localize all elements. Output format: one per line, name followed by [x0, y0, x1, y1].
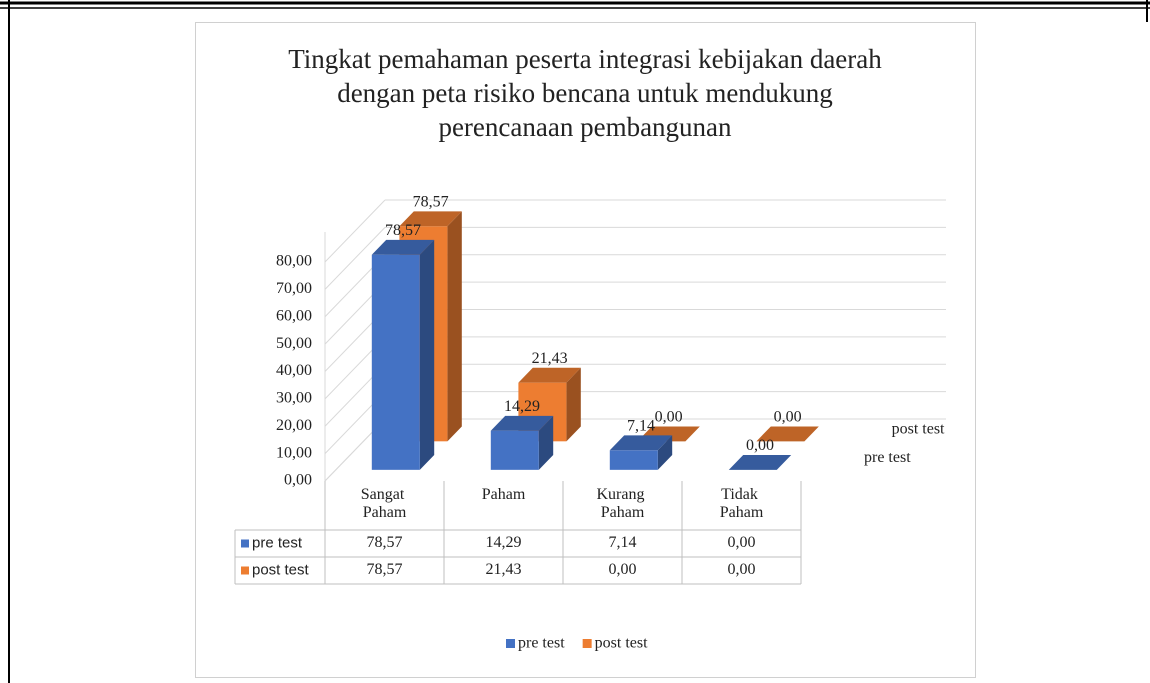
table-value: 0,00 [728, 561, 756, 578]
data-label: 0,00 [746, 437, 774, 454]
bar-top [371, 239, 435, 255]
category-label: Kurang Paham [597, 486, 649, 521]
data-label: 21,43 [532, 350, 568, 367]
bar-top [728, 454, 792, 470]
data-label: 7,14 [627, 418, 655, 435]
data-label: 14,29 [504, 398, 540, 415]
grid-line [324, 199, 386, 263]
table-series-name: pre test [252, 534, 303, 551]
table-value: 21,43 [486, 561, 522, 578]
bar-top [399, 211, 462, 227]
data-label: 78,57 [385, 222, 421, 239]
legend-key [506, 639, 515, 648]
data-label: 0,00 [655, 409, 683, 426]
legend-key [582, 639, 592, 648]
y-tick-label: 80,00 [276, 253, 312, 270]
bar [371, 254, 420, 470]
y-tick-label: 30,00 [276, 390, 312, 407]
table-value: 0,00 [728, 534, 756, 551]
y-tick-label: 40,00 [276, 362, 312, 379]
grid-line [324, 227, 386, 290]
y-tick-label: 20,00 [276, 417, 312, 434]
table-value: 0,00 [609, 561, 637, 578]
bar-side [419, 239, 435, 470]
bar [609, 450, 658, 470]
data-label: 0,00 [774, 409, 802, 426]
table-value: 7,14 [609, 534, 637, 551]
bar-side [566, 367, 581, 442]
legend-label: pre test [518, 635, 565, 652]
y-tick-label: 0,00 [284, 472, 312, 489]
y-tick-label: 60,00 [276, 307, 312, 324]
legend-label: post test [595, 635, 648, 652]
table-value: 78,57 [367, 561, 403, 578]
y-tick-label: 70,00 [276, 280, 312, 297]
chart-border [195, 22, 976, 678]
category-label: Sangat Paham [361, 486, 409, 521]
y-tick-label: 50,00 [276, 335, 312, 352]
category-label: Paham [482, 486, 526, 503]
table-value: 78,57 [367, 534, 403, 551]
bar-top [518, 367, 581, 383]
bar-side [657, 435, 673, 470]
category-label: Tidak Paham [720, 486, 764, 521]
chart-title: Tingkat pemahaman peserta integrasi kebi… [288, 44, 882, 142]
table-series-name: post test [252, 561, 310, 578]
series-axis-label: post test [892, 421, 945, 438]
legend-key [241, 566, 249, 575]
bar [490, 430, 539, 470]
series-axis-label: pre test [864, 449, 911, 466]
bar-top [490, 415, 554, 431]
legend-key [241, 539, 249, 548]
table-value: 14,29 [486, 534, 522, 551]
bar-side [538, 415, 554, 470]
bar-top [609, 435, 673, 451]
data-label: 78,57 [413, 193, 449, 210]
y-tick-label: 10,00 [276, 444, 312, 461]
bar-side [447, 211, 462, 442]
bar-top [756, 426, 819, 442]
